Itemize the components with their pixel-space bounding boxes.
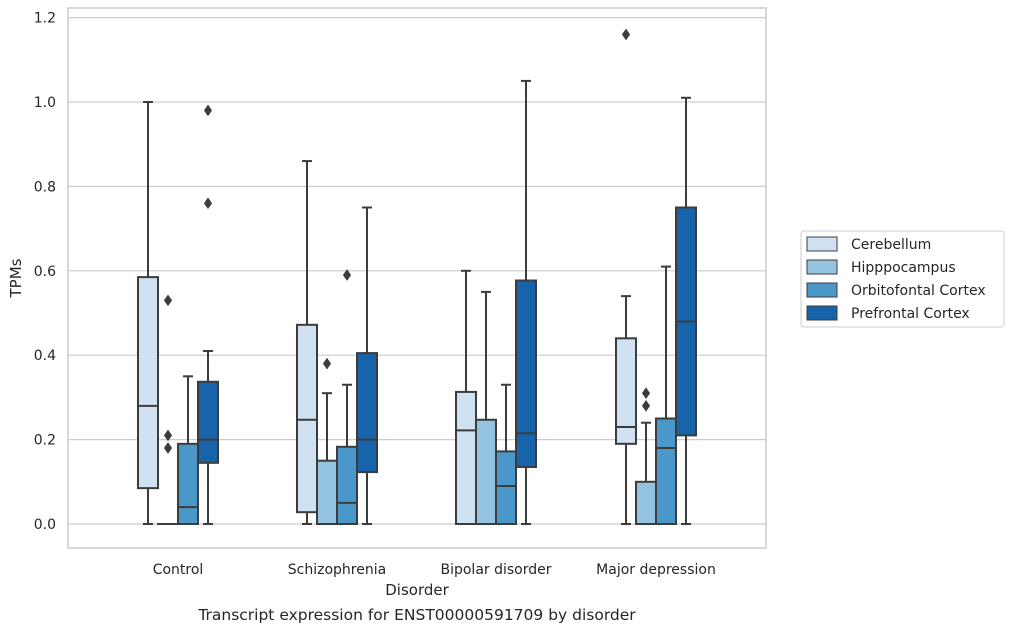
legend-label: Hipppocampus [851,260,956,276]
box-body [655,417,677,525]
box-body [615,337,637,445]
x-tick-label: Schizophrenia [288,562,386,578]
figure-caption: Transcript expression for ENST0000059170… [198,606,636,624]
box-group [296,160,318,525]
x-tick-label: Control [153,562,204,578]
box-body [475,418,497,525]
box-body [455,390,477,525]
x-tick-labels: Control Schizophrenia Bipolar disorder Majo… [153,562,716,578]
x-tick-label: Bipolar disorder [440,562,551,578]
box-body [316,459,338,526]
box-body [296,323,318,514]
box-body [336,445,358,525]
y-axis-label: TPMs [7,258,25,298]
x-tick-label: Major depression [596,562,716,578]
legend-swatch [806,236,838,252]
box-group [635,387,657,525]
outlier-point [342,269,352,281]
y-tick-label: 0.8 [34,179,56,195]
outlier-point [203,197,213,210]
box-group [675,96,697,525]
outlier-point [641,387,651,400]
box-group [495,383,517,525]
y-tick-label: 0.6 [34,264,56,280]
outlier-point [163,294,173,307]
legend: Cerebellum Hipppocampus Orbitofontal Corte… [800,230,1005,328]
box-body [635,480,657,525]
box-group [336,269,358,525]
box-body [356,352,378,474]
box-group [655,265,677,525]
box-body [137,276,159,490]
x-axis-label: Disorder [385,581,449,599]
box-group [157,294,179,526]
box-group [515,79,537,525]
y-tick-label: 0.4 [34,348,56,364]
grid-layer [68,17,766,525]
plot-frame [67,7,767,549]
y-tick-label: 1.2 [34,11,56,27]
legend-label: Orbitofontal Cortex [851,283,986,299]
box-group [177,375,199,526]
legend-frame [800,230,1005,328]
legend-swatch [806,259,838,275]
legend-label: Cerebellum [851,237,931,253]
box-group [356,206,378,525]
box-group [197,104,219,525]
outlier-point [322,357,332,370]
outlier-point [163,442,173,454]
legend-label: Prefrontal Cortex [851,306,970,322]
box-group [615,28,637,525]
y-tick-label: 1.0 [34,95,56,111]
box-layer [137,28,697,526]
outlier-point [621,28,631,41]
outlier-point [641,399,651,412]
outlier-point [163,429,173,442]
legend-swatch [806,282,838,298]
legend-items: Cerebellum Hipppocampus Orbitofontal Corte… [806,236,986,322]
box-body [177,442,199,526]
box-body [515,279,537,469]
y-tick-label: 0.2 [34,433,56,449]
outlier-point [203,104,213,117]
box-group [475,290,497,525]
box-group [137,101,159,525]
box-body [495,450,517,525]
box-body [197,380,219,464]
box-group [455,269,477,525]
box-group [316,357,338,526]
y-tick-labels: 0.0 0.2 0.4 0.6 0.8 1.0 1.2 [34,11,56,533]
y-tick-label: 0.0 [34,517,56,533]
legend-swatch [806,305,838,321]
